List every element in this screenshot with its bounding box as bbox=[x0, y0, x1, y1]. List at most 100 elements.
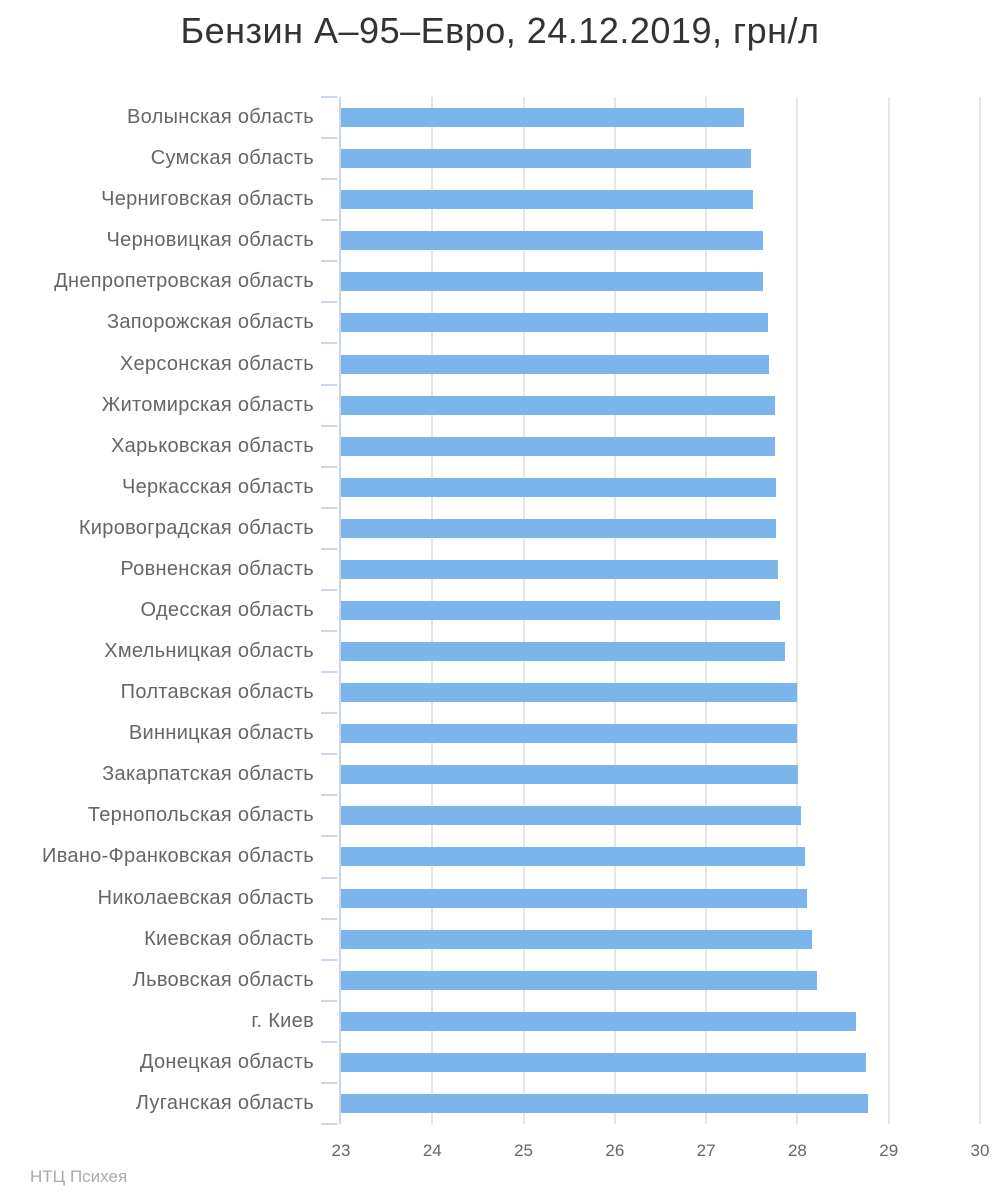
bar-row bbox=[341, 795, 980, 836]
axis-tick bbox=[321, 424, 337, 427]
category-axis-labels: Волынская область Сумская область Чернигов… bbox=[0, 97, 314, 1124]
bar-row bbox=[341, 467, 980, 508]
bar bbox=[341, 970, 817, 990]
axis-tick bbox=[321, 506, 337, 509]
category-label: Херсонская область bbox=[119, 352, 314, 375]
bar-row bbox=[341, 549, 980, 590]
category-label: Одесская область bbox=[140, 598, 314, 621]
bar-row bbox=[341, 220, 980, 261]
category-label: Волынская область bbox=[127, 106, 314, 129]
axis-tick bbox=[321, 301, 337, 304]
category-label: Житомирская область bbox=[101, 393, 314, 416]
category-label: Черновицкая область bbox=[106, 229, 314, 252]
bar bbox=[341, 272, 763, 292]
bar-row bbox=[341, 631, 980, 672]
bar bbox=[341, 806, 802, 826]
bar bbox=[341, 354, 770, 374]
bar bbox=[341, 1052, 866, 1072]
bar-row bbox=[341, 343, 980, 384]
bar bbox=[341, 847, 805, 867]
bar bbox=[341, 313, 769, 333]
bar-row bbox=[341, 1042, 980, 1083]
bar bbox=[341, 765, 799, 785]
bar-row bbox=[341, 302, 980, 343]
category-label: г. Киев bbox=[251, 1009, 314, 1032]
axis-tick bbox=[321, 342, 337, 345]
bar bbox=[341, 888, 807, 908]
value-axis-label: 30 bbox=[970, 1141, 990, 1160]
category-label: Ивано-Франковская область bbox=[42, 845, 314, 868]
category-label: Львовская область bbox=[132, 968, 314, 991]
category-label: Киевская область bbox=[144, 927, 314, 950]
axis-tick bbox=[321, 835, 337, 838]
bar-row bbox=[341, 877, 980, 918]
bar bbox=[341, 518, 777, 538]
axis-tick bbox=[321, 96, 337, 98]
axis-tick bbox=[321, 1123, 337, 1125]
category-label: Харьковская область bbox=[111, 434, 314, 457]
bar bbox=[341, 436, 775, 456]
bar bbox=[341, 929, 813, 949]
bar bbox=[341, 1093, 868, 1113]
bar-row bbox=[341, 672, 980, 713]
category-label: Черниговская область bbox=[101, 188, 314, 211]
bar bbox=[341, 724, 797, 744]
bar-row bbox=[341, 836, 980, 877]
value-axis-label: 29 bbox=[879, 1141, 899, 1160]
bar bbox=[341, 600, 781, 620]
category-label: Донецкая область bbox=[139, 1050, 314, 1073]
category-label: Сумская область bbox=[150, 147, 314, 170]
axis-tick bbox=[321, 588, 337, 591]
category-label: Днепропетровская область bbox=[54, 270, 314, 293]
axis-tick bbox=[321, 547, 337, 550]
bar bbox=[341, 559, 779, 579]
axis-tick bbox=[321, 383, 337, 386]
category-label: Полтавская область bbox=[120, 681, 314, 704]
bar bbox=[341, 108, 745, 128]
axis-tick bbox=[321, 917, 337, 920]
bar bbox=[341, 231, 763, 251]
axis-tick bbox=[321, 465, 337, 468]
category-label: Запорожская область bbox=[106, 311, 314, 334]
bar bbox=[341, 395, 775, 415]
axis-tick bbox=[321, 671, 337, 674]
axis-tick bbox=[321, 260, 337, 263]
bar bbox=[341, 149, 751, 169]
axis-tick bbox=[321, 178, 337, 181]
value-axis-label: 27 bbox=[696, 1141, 716, 1160]
axis-tick bbox=[321, 1040, 337, 1043]
watermark: НТЦ Психея bbox=[30, 1167, 128, 1186]
value-axis-label: 26 bbox=[605, 1141, 625, 1160]
bar bbox=[341, 477, 777, 497]
axis-tick bbox=[321, 630, 337, 633]
bar-row bbox=[341, 97, 980, 138]
bar bbox=[341, 642, 785, 662]
bar bbox=[341, 190, 753, 210]
axis-tick bbox=[321, 712, 337, 715]
gridline-29 bbox=[887, 97, 890, 1124]
bar-row bbox=[341, 919, 980, 960]
gridline-28 bbox=[796, 97, 799, 1124]
value-axis-label: 28 bbox=[787, 1141, 807, 1160]
category-axis-ticks bbox=[321, 96, 337, 1125]
value-axis-label: 25 bbox=[514, 1141, 534, 1160]
category-label: Винницкая область bbox=[128, 722, 314, 745]
category-label: Луганская область bbox=[135, 1091, 314, 1114]
bar-row bbox=[341, 508, 980, 549]
value-axis-label: 24 bbox=[422, 1141, 442, 1160]
axis-tick bbox=[321, 137, 337, 140]
axis-tick bbox=[321, 999, 337, 1002]
bar-row bbox=[341, 1083, 980, 1124]
gridline-30 bbox=[979, 97, 981, 1124]
bar-row bbox=[341, 590, 980, 631]
bar-row bbox=[341, 179, 980, 220]
category-label: Закарпатская область bbox=[102, 763, 314, 786]
bar-row bbox=[341, 713, 980, 754]
bar bbox=[341, 683, 797, 703]
axis-tick bbox=[321, 1081, 337, 1084]
bar bbox=[341, 1011, 856, 1031]
bar-row bbox=[341, 138, 980, 179]
category-label: Кировоградская область bbox=[78, 516, 314, 539]
plot-area bbox=[339, 97, 981, 1124]
